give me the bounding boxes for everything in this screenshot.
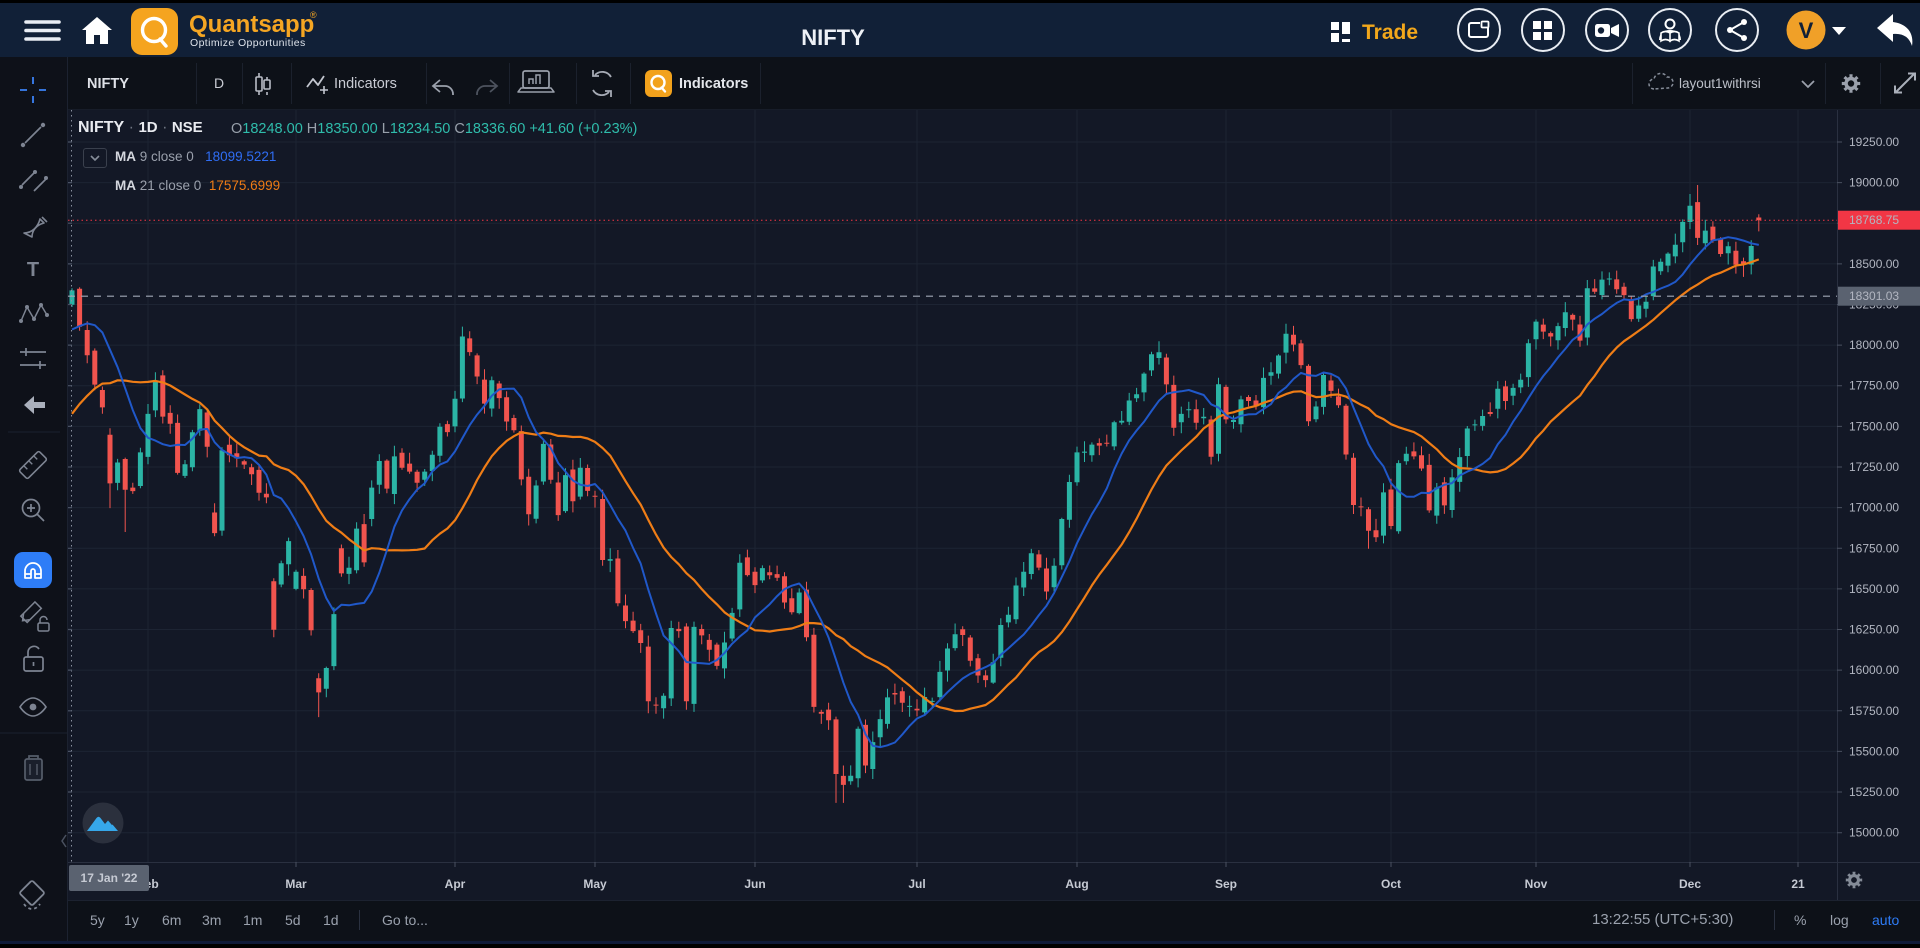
- svg-text:Sep: Sep: [1215, 877, 1237, 891]
- svg-text:T: T: [27, 259, 39, 281]
- svg-text:Jun: Jun: [744, 877, 765, 891]
- svg-text:Indicators: Indicators: [679, 76, 748, 92]
- svg-text:17500.00: 17500.00: [1849, 419, 1899, 433]
- svg-text:Apr: Apr: [445, 877, 466, 891]
- svg-text:Mar: Mar: [285, 877, 307, 891]
- svg-text:Indicators: Indicators: [334, 76, 397, 92]
- svg-text:®: ®: [310, 10, 317, 20]
- svg-text:15500.00: 15500.00: [1849, 744, 1899, 758]
- svg-text:18000.00: 18000.00: [1849, 338, 1899, 352]
- svg-text:21: 21: [1791, 877, 1805, 891]
- svg-text:D: D: [214, 75, 224, 91]
- svg-text:Trade: Trade: [1362, 21, 1418, 44]
- svg-text:16250.00: 16250.00: [1849, 623, 1899, 637]
- svg-text:18768.75: 18768.75: [1849, 213, 1899, 227]
- svg-text:Optimize Opportunities: Optimize Opportunities: [190, 37, 306, 49]
- svg-text:15750.00: 15750.00: [1849, 704, 1899, 718]
- svg-text:V: V: [1799, 18, 1814, 43]
- svg-text:May: May: [583, 877, 607, 891]
- svg-text:17250.00: 17250.00: [1849, 460, 1899, 474]
- svg-text:19000.00: 19000.00: [1849, 176, 1899, 190]
- svg-text:Aug: Aug: [1065, 877, 1088, 891]
- svg-text:NIFTY: NIFTY: [801, 25, 865, 50]
- svg-text:17750.00: 17750.00: [1849, 379, 1899, 393]
- svg-text:17 Jan '22: 17 Jan '22: [81, 871, 138, 885]
- svg-text:Jul: Jul: [908, 877, 925, 891]
- svg-text:16000.00: 16000.00: [1849, 663, 1899, 677]
- svg-text:18301.03: 18301.03: [1849, 289, 1899, 303]
- svg-text:16750.00: 16750.00: [1849, 541, 1899, 555]
- svg-text:Quantsapp: Quantsapp: [189, 11, 314, 38]
- svg-text:Nov: Nov: [1525, 877, 1548, 891]
- svg-text:NIFTY: NIFTY: [87, 76, 129, 92]
- svg-text:15000.00: 15000.00: [1849, 826, 1899, 840]
- svg-text:Dec: Dec: [1679, 877, 1701, 891]
- svg-text:15250.00: 15250.00: [1849, 785, 1899, 799]
- svg-text:18500.00: 18500.00: [1849, 257, 1899, 271]
- svg-text:layout1withrsi: layout1withrsi: [1679, 76, 1761, 91]
- svg-text:Oct: Oct: [1381, 877, 1401, 891]
- svg-text:19250.00: 19250.00: [1849, 135, 1899, 149]
- svg-text:17000.00: 17000.00: [1849, 501, 1899, 515]
- svg-text:16500.00: 16500.00: [1849, 582, 1899, 596]
